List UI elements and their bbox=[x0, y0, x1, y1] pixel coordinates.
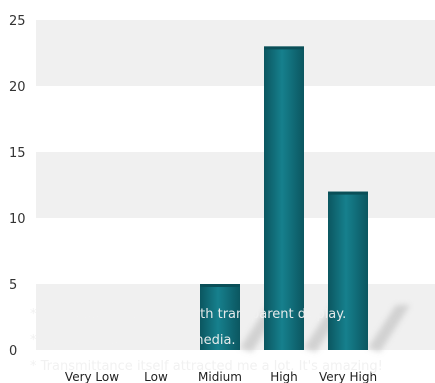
bar-cap bbox=[328, 191, 368, 195]
y-tick-label: 10 bbox=[9, 212, 26, 227]
bar bbox=[200, 284, 240, 350]
bar-shadow bbox=[368, 305, 410, 352]
x-tick-label: Very Low bbox=[65, 370, 119, 383]
annotation-2: * It's first-ever new tech media. bbox=[30, 333, 236, 348]
annotation-3: * Transmittance itself attracted me a lo… bbox=[30, 359, 383, 374]
x-tick-label: Very High bbox=[319, 370, 377, 383]
y-tick-label: 25 bbox=[9, 14, 26, 29]
annotation-1: * I can see real product with transparen… bbox=[30, 307, 346, 322]
y-tick-label: 0 bbox=[9, 344, 17, 359]
x-tick-label: Low bbox=[144, 370, 168, 383]
y-tick-label: 5 bbox=[9, 278, 17, 293]
grid-band bbox=[36, 20, 435, 86]
bar-cap bbox=[200, 284, 240, 287]
bar bbox=[264, 46, 304, 351]
y-tick-label: 20 bbox=[9, 80, 26, 95]
bar bbox=[328, 191, 368, 350]
bars bbox=[200, 46, 368, 351]
y-tick-label: 15 bbox=[9, 146, 26, 161]
annotations: * I can see real product with transparen… bbox=[30, 307, 383, 374]
x-tick-label: High bbox=[270, 370, 298, 383]
bar-cap bbox=[264, 46, 304, 50]
y-tick-labels: 0 5 10 15 20 25 bbox=[9, 14, 26, 359]
grid-band bbox=[36, 152, 435, 218]
x-tick-label: Midium bbox=[198, 370, 242, 383]
x-tick-labels: Very Low Low Midium High Very High bbox=[65, 370, 377, 383]
